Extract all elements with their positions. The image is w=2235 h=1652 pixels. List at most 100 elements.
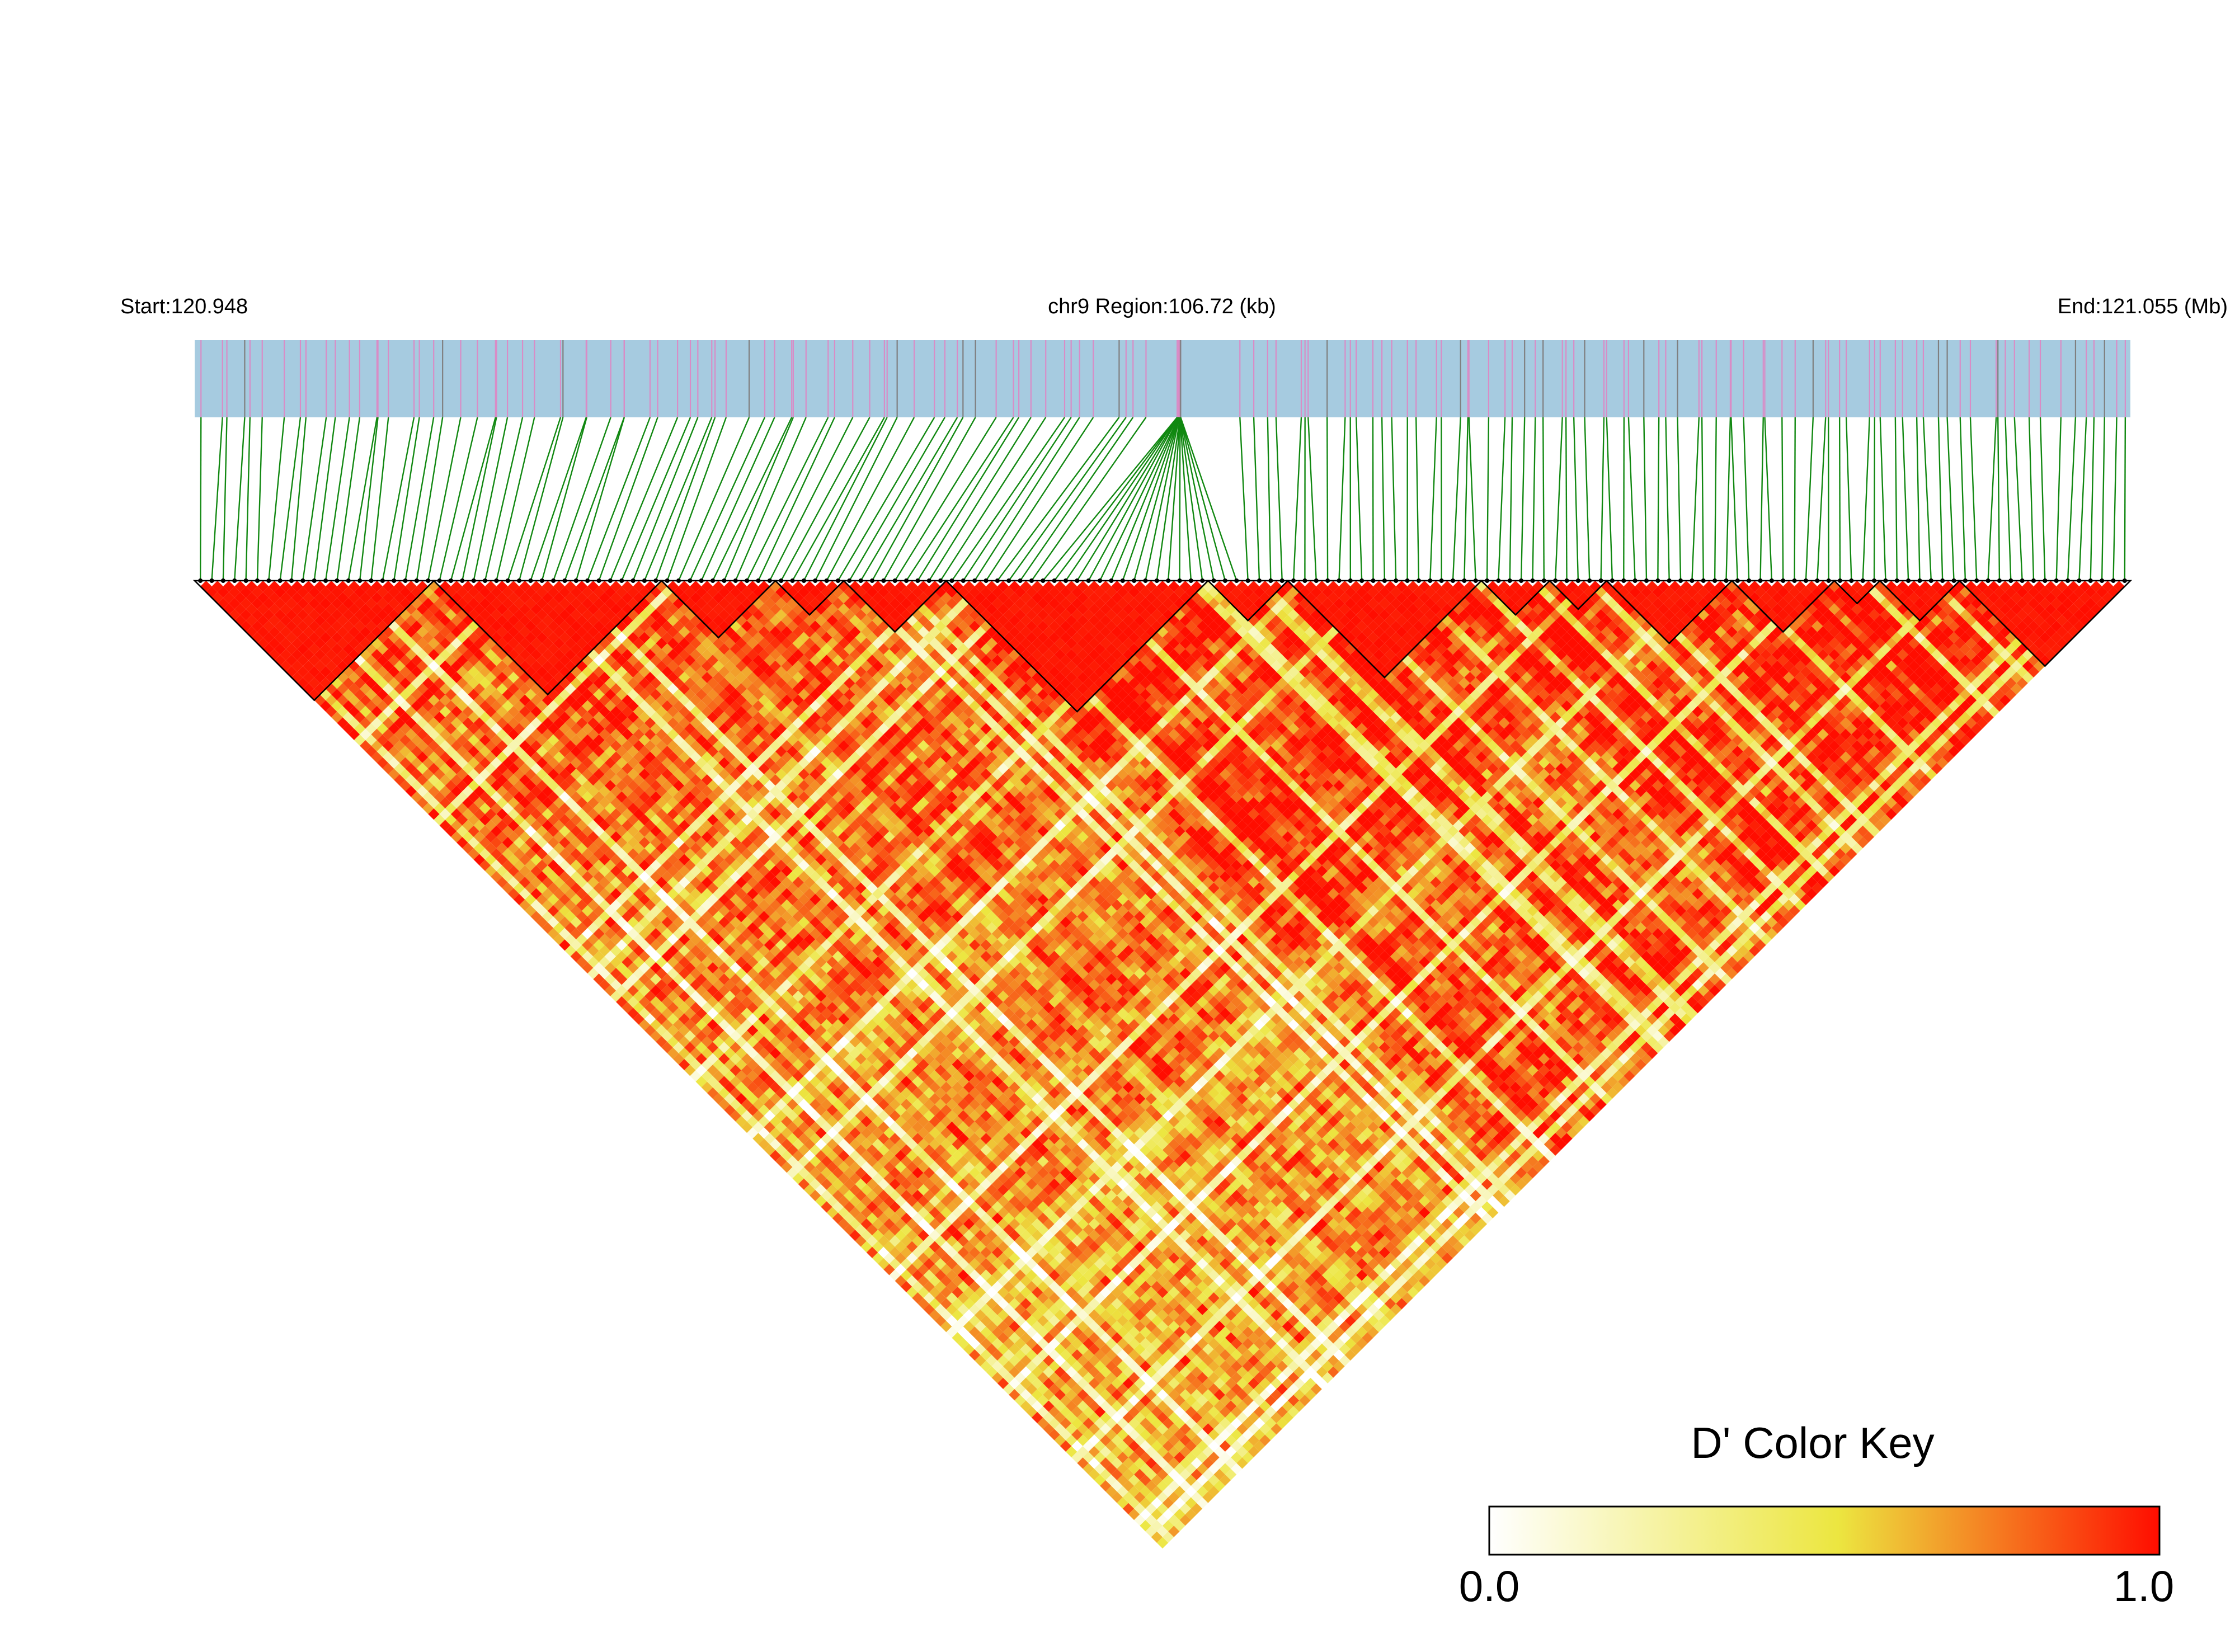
snp-connector bbox=[1180, 417, 1238, 581]
ld-cell bbox=[616, 985, 628, 996]
ld-cell bbox=[644, 979, 656, 991]
snp-connector bbox=[2090, 417, 2095, 581]
ld-cell bbox=[860, 1230, 872, 1241]
snp-connector bbox=[1179, 417, 1203, 581]
ld-cell bbox=[1105, 1474, 1117, 1486]
snp-connector bbox=[370, 417, 389, 581]
snp-connector bbox=[552, 417, 611, 581]
ld-cell bbox=[365, 746, 377, 757]
ld-cell bbox=[758, 1093, 770, 1105]
snp-connector bbox=[1600, 417, 1605, 581]
ld-cell bbox=[1140, 1497, 1151, 1509]
ld-cell bbox=[1083, 1463, 1094, 1475]
ld-cell bbox=[792, 1173, 804, 1184]
ld-cell bbox=[473, 808, 485, 820]
ld-cell bbox=[679, 1047, 690, 1059]
ld-cell bbox=[457, 825, 468, 837]
ld-cell bbox=[319, 666, 332, 677]
ld-cell bbox=[940, 1320, 952, 1333]
ld-cell bbox=[1100, 1457, 1112, 1469]
ld-cell bbox=[582, 928, 594, 940]
snp-connector bbox=[928, 417, 1032, 581]
ld-cell bbox=[1088, 1446, 1100, 1458]
ld-cell bbox=[491, 848, 502, 860]
ld-cell bbox=[798, 1155, 810, 1168]
snp-connector bbox=[1156, 417, 1181, 581]
snp-connector bbox=[1167, 417, 1181, 581]
ld-cell bbox=[815, 1161, 827, 1173]
ld-cell bbox=[450, 785, 463, 797]
ld-cell bbox=[837, 1218, 850, 1230]
snp-connector bbox=[2055, 417, 2062, 581]
ld-cell bbox=[582, 950, 594, 962]
ld-cell bbox=[536, 882, 548, 894]
ld-cell bbox=[832, 1178, 844, 1190]
ld-cell bbox=[326, 705, 337, 718]
ld-cell bbox=[479, 859, 491, 871]
ld-cell bbox=[303, 660, 314, 672]
ld-cell bbox=[1014, 1395, 1026, 1406]
snp-connector-lines bbox=[199, 417, 2126, 581]
snp-connector bbox=[951, 417, 1065, 581]
ld-cell bbox=[303, 649, 314, 661]
ld-cell bbox=[559, 893, 571, 906]
ld-cell bbox=[934, 1292, 947, 1304]
ld-cell bbox=[952, 1309, 963, 1321]
ld-cell bbox=[354, 712, 366, 723]
ld-cell bbox=[1014, 1372, 1026, 1383]
ld-cell bbox=[394, 751, 406, 763]
ld-cell bbox=[912, 1281, 924, 1293]
ld-cell bbox=[929, 1275, 941, 1287]
ld-cell bbox=[872, 1218, 884, 1230]
ld-cell bbox=[1156, 1503, 1169, 1514]
ld-cell bbox=[837, 1207, 850, 1218]
ld-cell bbox=[399, 768, 411, 780]
ld-cell bbox=[627, 985, 639, 996]
snp-connector bbox=[450, 417, 496, 581]
snp-connector bbox=[1665, 417, 1670, 581]
ld-cell bbox=[405, 785, 417, 797]
ld-cell bbox=[422, 780, 434, 792]
ld-cell bbox=[906, 1252, 918, 1264]
snp-connector bbox=[985, 417, 1094, 581]
ld-cell bbox=[1163, 1520, 1174, 1532]
ld-cell bbox=[530, 911, 542, 923]
ld-cell bbox=[963, 1320, 975, 1333]
ld-cell bbox=[741, 1121, 753, 1133]
ld-cell bbox=[940, 1309, 952, 1321]
ld-cell bbox=[280, 615, 291, 627]
ld-cell bbox=[519, 854, 531, 865]
ld-cell bbox=[1066, 1446, 1077, 1458]
ld-cell bbox=[416, 785, 429, 797]
ld-cell bbox=[810, 1155, 821, 1168]
ld-cell bbox=[536, 905, 548, 917]
ld-cell bbox=[917, 1286, 929, 1298]
snp-connector bbox=[1730, 417, 1739, 581]
ld-cell bbox=[1111, 1491, 1123, 1503]
ld-cell bbox=[900, 1281, 912, 1293]
ld-cell bbox=[285, 666, 298, 677]
snp-connector bbox=[1701, 417, 1704, 581]
snp-connector bbox=[2112, 417, 2118, 581]
ld-cell bbox=[878, 1258, 890, 1270]
ld-cell bbox=[1105, 1452, 1117, 1463]
ld-cell bbox=[724, 1081, 736, 1093]
snp-connector bbox=[1937, 417, 1944, 581]
snp-connector bbox=[689, 417, 766, 581]
ld-cell bbox=[917, 1275, 929, 1287]
ld-cell bbox=[416, 763, 429, 774]
ld-cell bbox=[803, 1161, 816, 1173]
ld-cell bbox=[895, 1275, 907, 1287]
ld-cell bbox=[399, 734, 411, 746]
snp-connector bbox=[347, 417, 378, 581]
snp-connector bbox=[780, 417, 871, 581]
snp-connector bbox=[917, 417, 1020, 581]
ld-cell bbox=[661, 1008, 673, 1019]
ld-cell bbox=[502, 871, 514, 883]
ld-cell bbox=[450, 820, 463, 831]
ld-cell bbox=[303, 637, 314, 649]
snp-connector bbox=[871, 417, 964, 581]
ld-cell bbox=[530, 877, 542, 888]
ld-cell bbox=[473, 831, 485, 843]
ld-cell bbox=[713, 1070, 724, 1082]
